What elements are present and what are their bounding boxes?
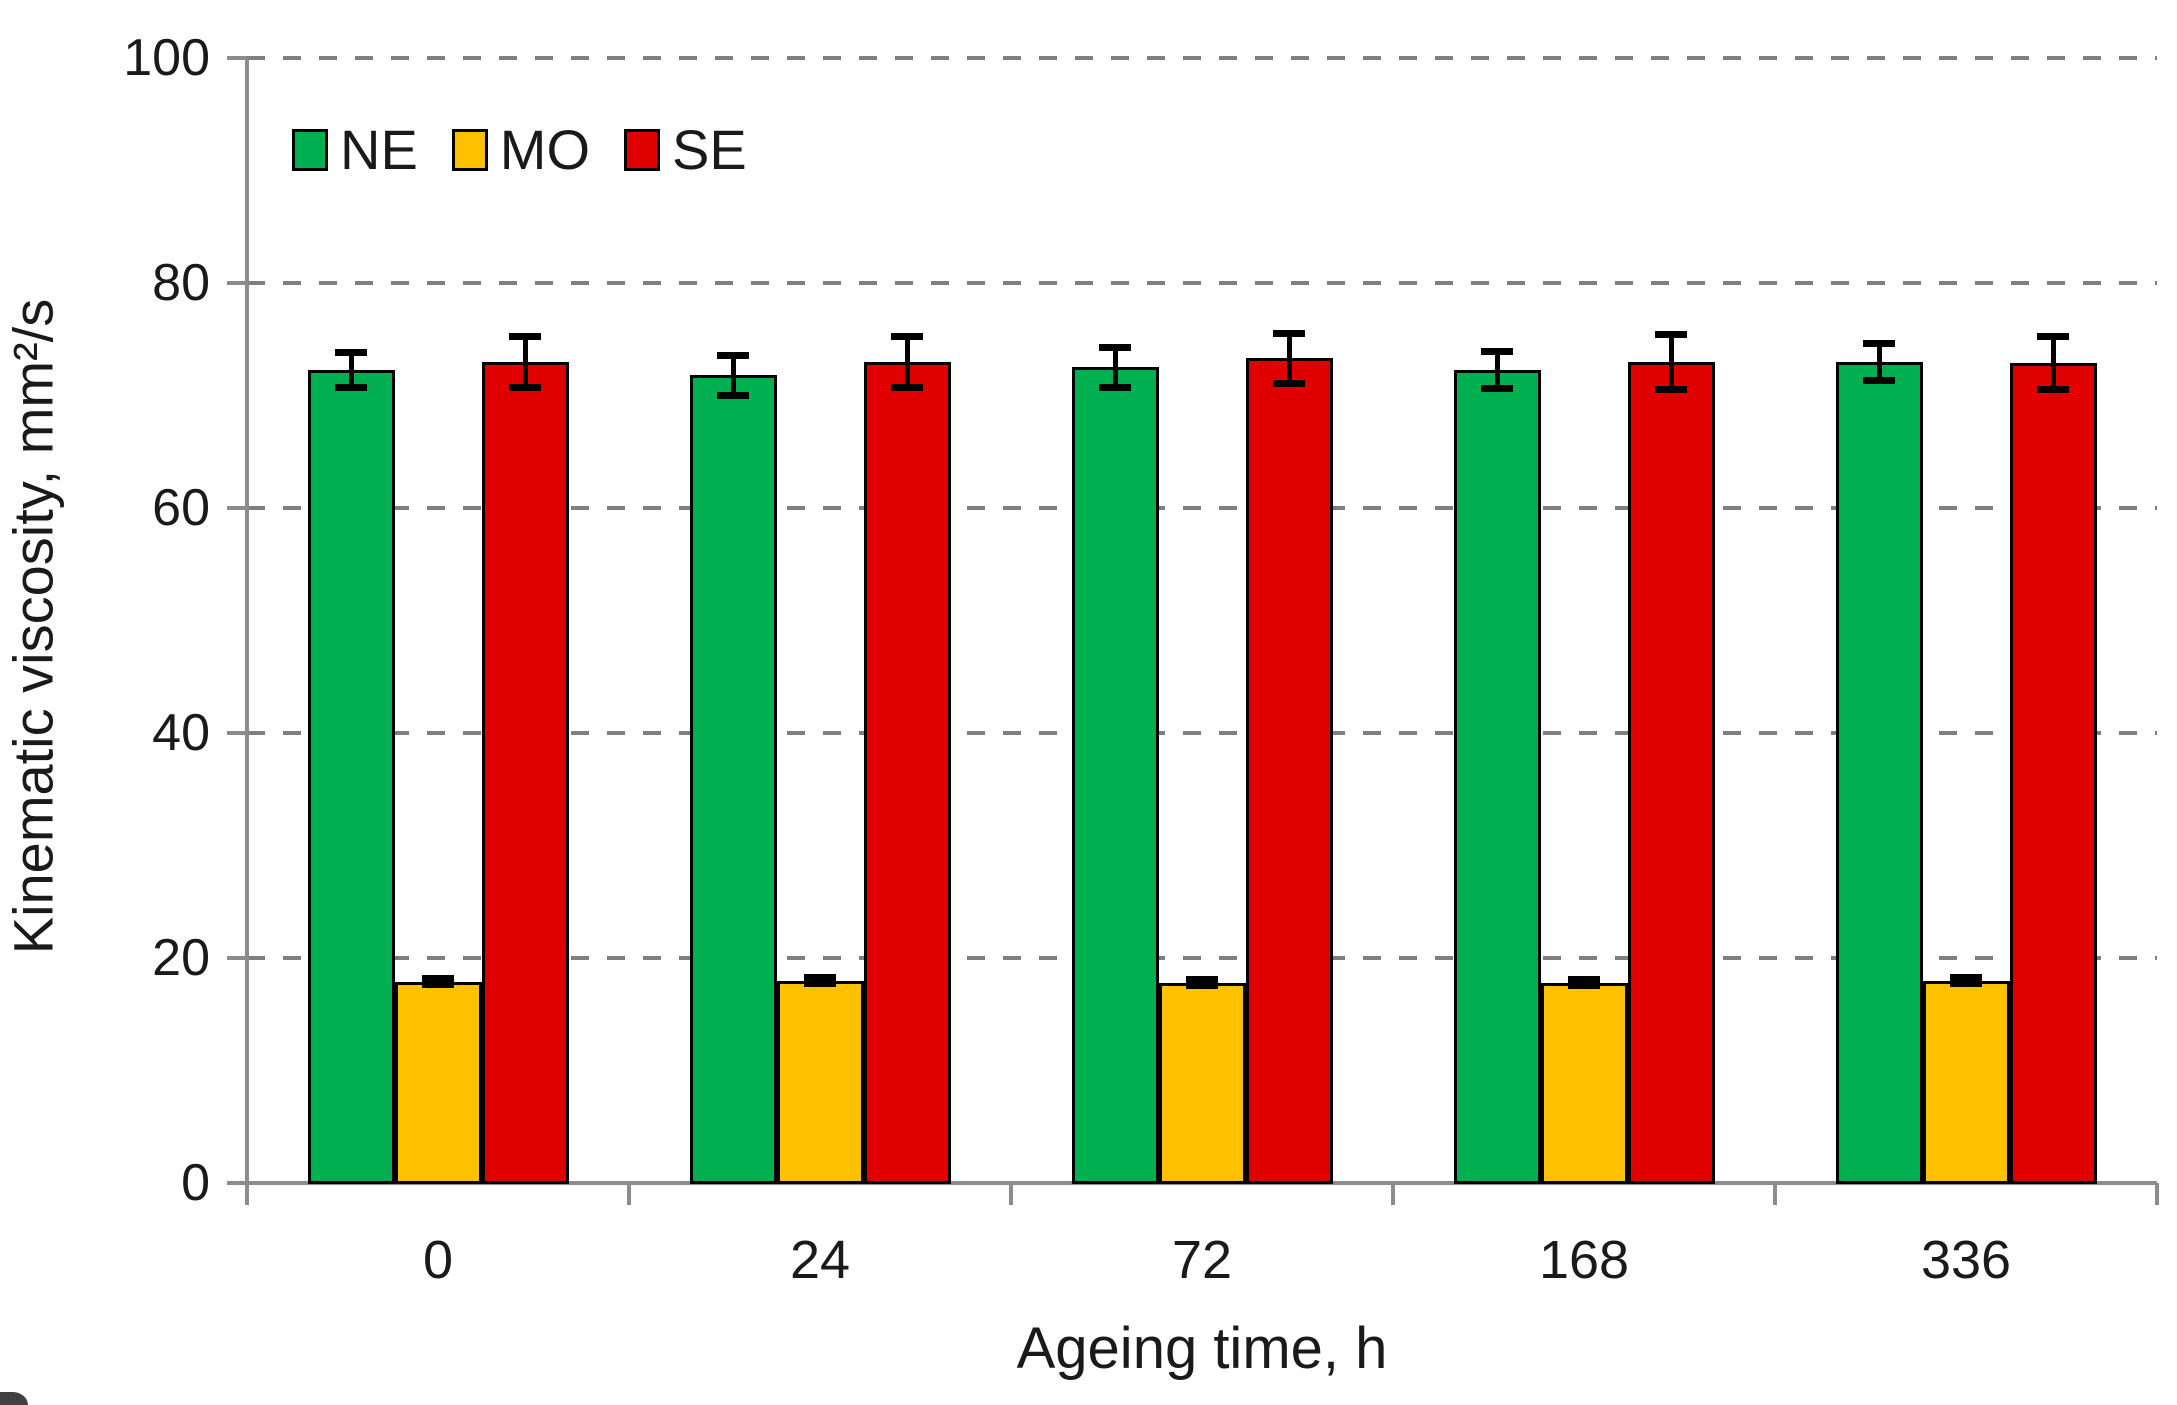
error-cap-top-MO-24 [804,974,836,982]
error-cap-top-SE-168 [1655,330,1687,338]
bar-MO-0 [394,981,482,1184]
error-cap-top-NE-24 [717,352,749,359]
error-cap-top-SE-336 [2037,332,2069,340]
y-tick-0 [227,1181,247,1185]
error-whisker-NE-24 [730,355,736,396]
error-whisker-SE-24 [904,335,910,388]
y-tick-60 [227,506,247,510]
bar-SE-336 [2009,362,2097,1184]
bar-SE-24 [863,361,951,1184]
legend-item-NE: NE [292,122,418,178]
x-tick-2 [1009,1183,1013,1205]
error-cap-top-NE-0 [335,348,367,356]
bar-NE-0 [307,369,395,1184]
error-cap-top-NE-72 [1099,344,1131,352]
error-whisker-NE-0 [348,351,354,388]
bar-MO-24 [776,980,864,1184]
x-tick-3 [1391,1183,1395,1205]
error-whisker-NE-168 [1494,350,1500,389]
bar-SE-72 [1245,358,1333,1184]
error-whisker-SE-336 [2050,335,2056,390]
legend: NE MO SE [292,122,781,178]
error-whisker-SE-72 [1286,332,1292,385]
error-cap-bottom-SE-72 [1273,380,1305,388]
y-tick-label-100: 100 [123,29,210,87]
gridline-y-40 [247,731,2157,735]
bar-NE-168 [1453,369,1541,1184]
x-tick-label-0: 0 [422,1230,454,1290]
y-tick-label-20: 20 [152,929,210,987]
x-tick-label-24: 24 [789,1230,851,1290]
error-whisker-SE-0 [522,335,528,388]
y-tick-label-40: 40 [152,704,210,762]
legend-item-MO: MO [451,118,591,181]
gridline-y-100 [247,56,2157,60]
legend-swatch-MO [451,129,488,171]
error-cap-bottom-NE-168 [1481,384,1513,392]
x-tick-1 [627,1183,631,1205]
y-axis-title: Kinematic viscosity, mm²/s [1,298,65,955]
bar-MO-72 [1158,982,1246,1184]
y-tick-label-60: 60 [152,479,210,537]
gridline-y-80 [247,281,2157,285]
legend-swatch-NE [292,129,328,171]
error-whisker-NE-72 [1112,347,1118,388]
bar-NE-24 [689,375,777,1184]
bar-SE-0 [481,361,569,1184]
error-cap-top-MO-168 [1568,976,1600,984]
error-cap-bottom-SE-168 [1655,385,1687,393]
error-cap-top-MO-336 [1950,974,1982,982]
legend-label-NE: NE [340,118,418,181]
gridline-y-60 [247,506,2157,510]
error-cap-bottom-MO-0 [422,981,454,988]
x-tick-label-72: 72 [1171,1230,1233,1290]
y-tick-label-0: 0 [181,1154,210,1212]
legend-label-MO: MO [499,118,591,181]
error-cap-bottom-SE-24 [891,383,923,391]
error-cap-top-SE-0 [509,332,541,340]
x-tick-4 [1773,1183,1777,1205]
error-cap-bottom-MO-336 [1950,979,1982,987]
error-cap-top-SE-72 [1273,329,1305,337]
error-cap-bottom-MO-72 [1186,982,1218,990]
gridline-y-20 [247,956,2157,960]
bar-NE-336 [1835,361,1923,1184]
cropped-caption-artifact [0,1392,28,1405]
error-whisker-NE-336 [1876,342,1882,381]
x-tick-label-336: 336 [1920,1230,2012,1290]
legend-swatch-SE [624,129,661,171]
error-cap-top-MO-0 [422,975,454,983]
y-tick-100 [227,56,247,60]
error-cap-top-NE-168 [1481,347,1513,355]
x-tick-5 [2155,1183,2159,1205]
error-cap-bottom-NE-72 [1099,383,1131,391]
legend-item-SE: SE [624,122,747,178]
y-tick-80 [227,281,247,285]
x-tick-label-168: 168 [1538,1230,1630,1290]
error-cap-bottom-SE-336 [2037,385,2069,393]
y-tick-20 [227,956,247,960]
error-cap-top-MO-72 [1186,976,1218,984]
error-whisker-SE-168 [1668,333,1674,390]
error-cap-bottom-NE-336 [1863,376,1895,384]
bar-SE-168 [1627,361,1715,1184]
x-tick-0 [245,1183,249,1205]
error-cap-bottom-MO-168 [1568,982,1600,990]
bar-NE-72 [1071,367,1159,1184]
bar-MO-168 [1540,982,1628,1184]
y-axis-line [245,58,249,1183]
y-tick-label-80: 80 [152,254,210,312]
error-cap-bottom-NE-24 [717,391,749,399]
error-cap-bottom-NE-0 [335,383,367,391]
y-tick-40 [227,731,247,735]
error-cap-bottom-SE-0 [509,383,541,391]
error-cap-top-SE-24 [891,332,923,340]
legend-label-SE: SE [672,118,747,181]
bar-MO-336 [1922,980,2010,1184]
error-cap-bottom-MO-24 [804,979,836,987]
x-axis-title: Ageing time, h [1016,1316,1388,1381]
error-cap-top-NE-336 [1863,339,1895,347]
